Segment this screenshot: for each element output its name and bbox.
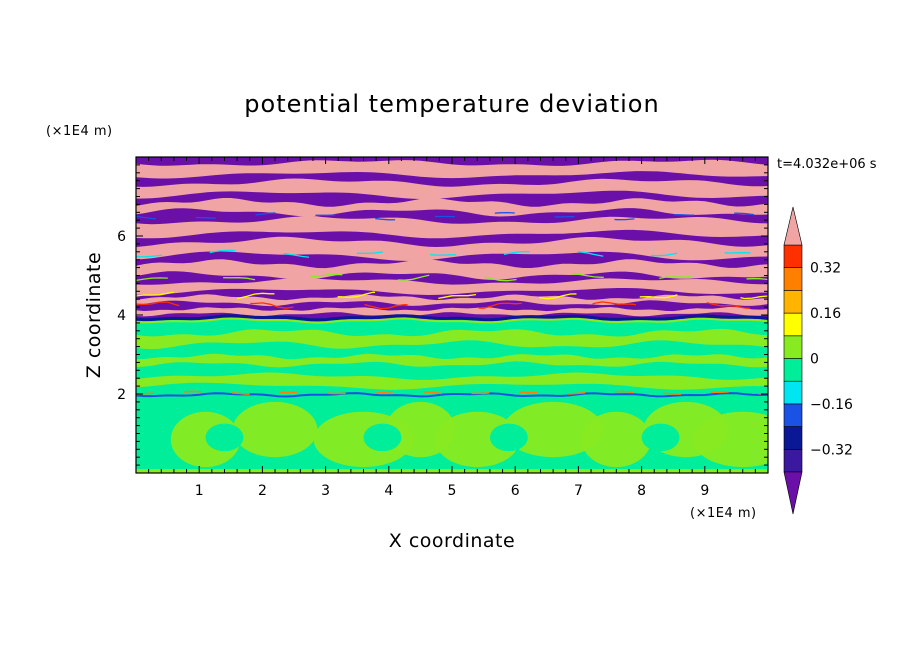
x-tick-label: 5 bbox=[448, 483, 457, 499]
y-tick-labels: 2 4 6 bbox=[117, 229, 126, 403]
light-green-patch bbox=[136, 328, 768, 350]
x-tick-label: 1 bbox=[195, 483, 204, 499]
colorbar-label: 0.16 bbox=[810, 306, 841, 322]
band-edge bbox=[136, 249, 768, 258]
y-tick-label: 4 bbox=[117, 308, 126, 324]
colorbar-segment bbox=[783, 426, 803, 450]
colorbar-top-triangle bbox=[783, 206, 803, 246]
colorbar-segment bbox=[783, 290, 803, 314]
x-tick-label: 7 bbox=[574, 483, 583, 499]
interface-highlight bbox=[136, 390, 768, 395]
light-green-cell bbox=[503, 401, 604, 458]
upper-interface bbox=[136, 314, 768, 322]
x-tick-label: 6 bbox=[511, 483, 520, 499]
colorbar-label: −0.16 bbox=[810, 397, 853, 413]
colorbar-label: 0 bbox=[810, 352, 819, 368]
axis-ticks bbox=[136, 157, 768, 473]
time-label: t=4.032e+06 s bbox=[777, 157, 877, 172]
interface-line bbox=[136, 392, 768, 398]
y-tick-label: 2 bbox=[117, 387, 126, 403]
colorbar-labels: −0.32 −0.16 0 0.16 0.32 bbox=[810, 261, 853, 459]
light-green-cell bbox=[581, 411, 652, 468]
green-core bbox=[489, 423, 528, 452]
colorbar bbox=[783, 206, 803, 515]
colorbar-segment bbox=[783, 403, 803, 427]
colorbar-segment bbox=[783, 335, 803, 359]
pink-band bbox=[136, 236, 768, 261]
light-green-cell bbox=[692, 411, 768, 468]
contour-field bbox=[136, 157, 768, 473]
green-core bbox=[205, 423, 244, 452]
y-unit-label: (×1E4 m) bbox=[46, 124, 113, 139]
x-tick-label: 9 bbox=[700, 483, 709, 499]
colorbar-segment bbox=[783, 448, 803, 473]
chart-title: potential temperature deviation bbox=[244, 90, 659, 118]
y-tick-label: 6 bbox=[117, 229, 126, 245]
upper-interface-edge bbox=[136, 317, 768, 324]
plot-frame bbox=[135, 156, 769, 474]
light-green-cell bbox=[232, 401, 318, 458]
x-tick-label: 3 bbox=[321, 483, 330, 499]
green-core bbox=[363, 423, 402, 452]
pink-band bbox=[136, 259, 768, 280]
colorbar-segment bbox=[783, 267, 803, 291]
pink-band bbox=[136, 278, 768, 295]
band-edge bbox=[136, 211, 768, 221]
x-tick-label: 8 bbox=[637, 483, 646, 499]
pink-band bbox=[136, 198, 768, 217]
light-green-cell bbox=[434, 411, 520, 468]
colorbar-segment bbox=[783, 244, 803, 269]
pink-band bbox=[136, 216, 768, 239]
y-axis-label: Z coordinate bbox=[83, 252, 105, 378]
light-green-patch bbox=[136, 372, 768, 390]
pink-band bbox=[136, 307, 768, 317]
band-edge bbox=[136, 290, 768, 300]
band-edge bbox=[136, 273, 768, 282]
colorbar-label: 0.32 bbox=[810, 261, 841, 277]
pink-band bbox=[136, 178, 768, 199]
light-green-patch bbox=[136, 353, 768, 368]
x-tick-label: 4 bbox=[384, 483, 393, 499]
colorbar-segment bbox=[783, 380, 803, 405]
colorbar-segment bbox=[783, 312, 803, 337]
x-unit-label: (×1E4 m) bbox=[690, 506, 757, 521]
green-core bbox=[641, 423, 680, 452]
x-tick-labels: 1 2 3 4 5 6 7 8 9 bbox=[195, 483, 710, 499]
x-axis-label: X coordinate bbox=[389, 530, 515, 552]
colorbar-label: −0.32 bbox=[810, 442, 853, 458]
colorbar-segment bbox=[783, 358, 803, 382]
pink-band bbox=[136, 159, 768, 179]
colorbar-bottom-triangle bbox=[783, 471, 803, 515]
x-tick-label: 2 bbox=[258, 483, 267, 499]
